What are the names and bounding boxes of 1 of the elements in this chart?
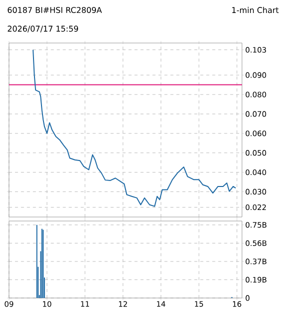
line-series [32, 49, 236, 207]
